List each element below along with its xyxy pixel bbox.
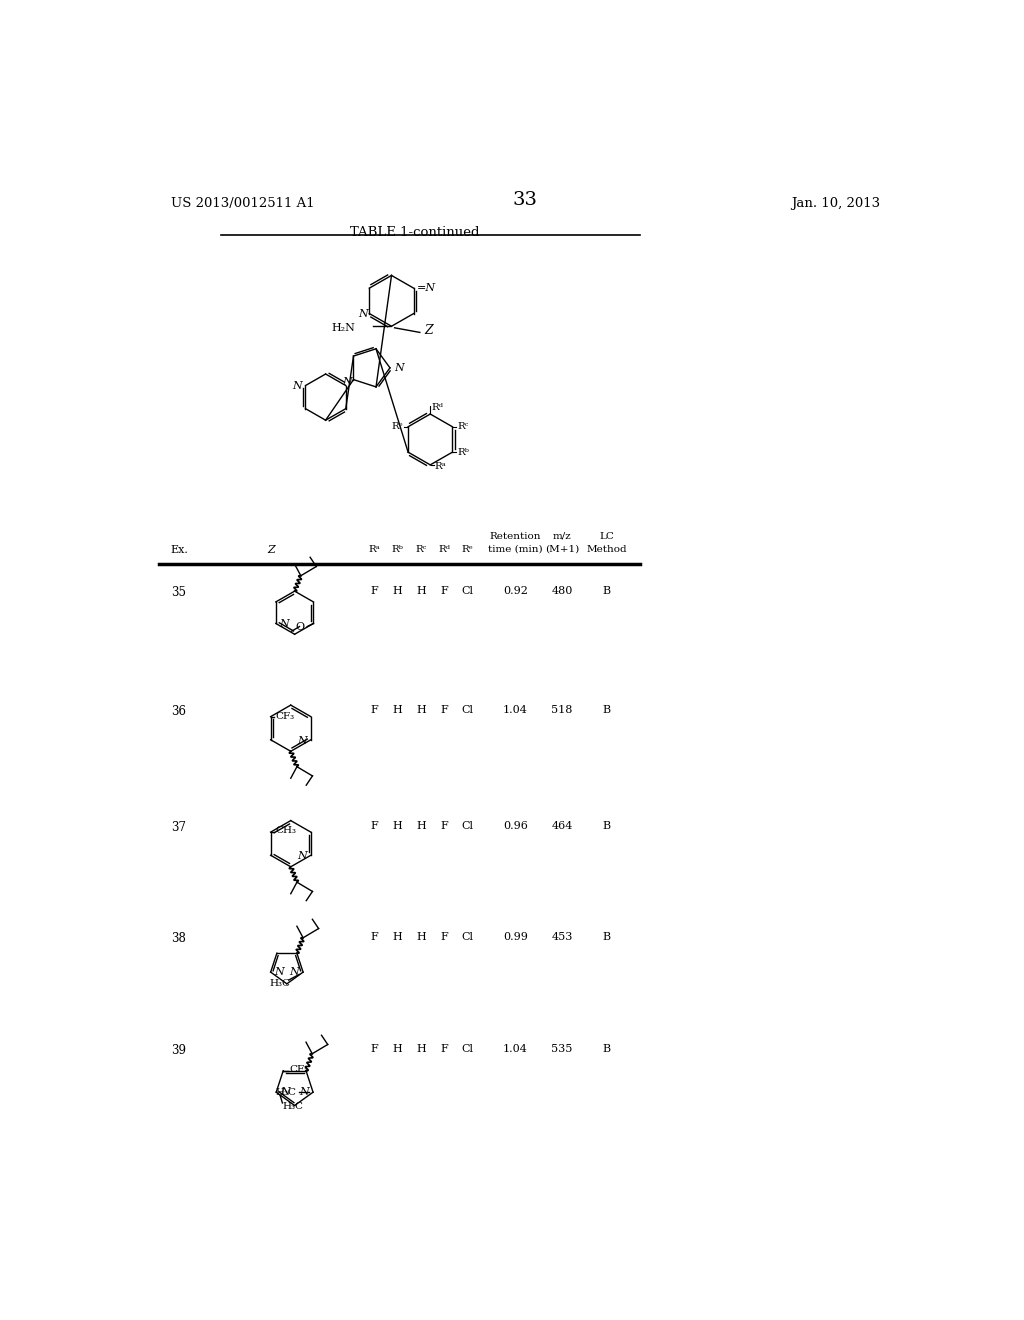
Text: 535: 535 bbox=[551, 1044, 572, 1053]
Text: N: N bbox=[292, 380, 302, 391]
Text: US 2013/0012511 A1: US 2013/0012511 A1 bbox=[171, 197, 314, 210]
Text: F: F bbox=[440, 821, 449, 830]
Text: CF₃: CF₃ bbox=[290, 1065, 308, 1073]
Text: F: F bbox=[440, 1044, 449, 1053]
Text: H: H bbox=[393, 932, 402, 942]
Text: Cl: Cl bbox=[462, 586, 473, 595]
Text: CH₃: CH₃ bbox=[275, 826, 296, 836]
Text: N: N bbox=[279, 619, 289, 630]
Text: H: H bbox=[416, 821, 426, 830]
Text: 35: 35 bbox=[171, 586, 185, 599]
Text: =N: =N bbox=[417, 284, 436, 293]
Text: Method: Method bbox=[587, 545, 628, 554]
Text: H₂N: H₂N bbox=[332, 323, 355, 333]
Text: Cl: Cl bbox=[462, 705, 473, 715]
Text: N: N bbox=[394, 363, 403, 372]
Text: H₃C: H₃C bbox=[283, 1102, 303, 1110]
Text: H: H bbox=[393, 586, 402, 595]
Text: 0.99: 0.99 bbox=[503, 932, 528, 942]
Text: LC: LC bbox=[599, 532, 614, 541]
Text: N: N bbox=[299, 1088, 309, 1097]
Text: O: O bbox=[295, 622, 304, 632]
Text: Cl: Cl bbox=[462, 932, 473, 942]
Text: Rᵉ: Rᵉ bbox=[462, 545, 473, 554]
Text: Z: Z bbox=[267, 545, 275, 554]
Text: N: N bbox=[297, 851, 307, 861]
Text: N: N bbox=[297, 735, 307, 746]
Text: Rᵈ: Rᵈ bbox=[432, 404, 443, 412]
Text: 464: 464 bbox=[551, 821, 572, 830]
Text: F: F bbox=[440, 586, 449, 595]
Text: B: B bbox=[603, 586, 611, 595]
Text: 480: 480 bbox=[551, 586, 572, 595]
Text: F: F bbox=[371, 586, 378, 595]
Text: H₃C: H₃C bbox=[269, 979, 291, 989]
Text: H: H bbox=[416, 586, 426, 595]
Text: Retention: Retention bbox=[489, 532, 542, 541]
Text: Rᵃ: Rᵃ bbox=[369, 545, 380, 554]
Text: TABLE 1-continued: TABLE 1-continued bbox=[350, 226, 479, 239]
Text: (M+1): (M+1) bbox=[545, 545, 580, 554]
Text: H: H bbox=[416, 1044, 426, 1053]
Text: Rᵇ: Rᵇ bbox=[457, 447, 469, 457]
Text: B: B bbox=[603, 821, 611, 830]
Text: Rᵉ: Rᵉ bbox=[392, 422, 403, 432]
Text: Ex.: Ex. bbox=[171, 545, 188, 554]
Text: N: N bbox=[290, 968, 299, 977]
Text: B: B bbox=[603, 932, 611, 942]
Text: Rᵇ: Rᵇ bbox=[392, 545, 403, 554]
Text: H: H bbox=[393, 821, 402, 830]
Text: 1.04: 1.04 bbox=[503, 705, 528, 715]
Text: Cl: Cl bbox=[462, 1044, 473, 1053]
Text: N: N bbox=[342, 378, 352, 387]
Text: Rᶜ: Rᶜ bbox=[416, 545, 427, 554]
Text: 39: 39 bbox=[171, 1044, 185, 1057]
Text: Jan. 10, 2013: Jan. 10, 2013 bbox=[791, 197, 880, 210]
Text: Rᵈ: Rᵈ bbox=[438, 545, 451, 554]
Text: F: F bbox=[371, 821, 378, 830]
Text: 0.96: 0.96 bbox=[503, 821, 528, 830]
Text: H: H bbox=[393, 1044, 402, 1053]
Text: Z: Z bbox=[425, 323, 433, 337]
Text: N: N bbox=[281, 1088, 290, 1097]
Text: N: N bbox=[358, 309, 368, 318]
Text: 36: 36 bbox=[171, 705, 185, 718]
Text: CF₃: CF₃ bbox=[275, 713, 294, 721]
Text: 33: 33 bbox=[512, 191, 538, 209]
Text: 38: 38 bbox=[171, 932, 185, 945]
Text: B: B bbox=[603, 1044, 611, 1053]
Text: F: F bbox=[371, 932, 378, 942]
Text: F: F bbox=[371, 1044, 378, 1053]
Text: F: F bbox=[440, 932, 449, 942]
Text: H: H bbox=[393, 705, 402, 715]
Text: Rᵃ: Rᵃ bbox=[435, 462, 446, 471]
Text: Cl: Cl bbox=[462, 821, 473, 830]
Text: B: B bbox=[603, 705, 611, 715]
Text: 1.04: 1.04 bbox=[503, 1044, 528, 1053]
Text: H₃C: H₃C bbox=[275, 1088, 296, 1097]
Text: 453: 453 bbox=[551, 932, 572, 942]
Text: m/z: m/z bbox=[553, 532, 571, 541]
Text: Rᶜ: Rᶜ bbox=[457, 422, 468, 432]
Text: 37: 37 bbox=[171, 821, 185, 834]
Text: F: F bbox=[440, 705, 449, 715]
Text: 518: 518 bbox=[551, 705, 572, 715]
Text: F: F bbox=[371, 705, 378, 715]
Text: N: N bbox=[274, 968, 285, 977]
Text: time (min): time (min) bbox=[488, 545, 543, 554]
Text: 0.92: 0.92 bbox=[503, 586, 528, 595]
Text: H: H bbox=[416, 705, 426, 715]
Text: H: H bbox=[416, 932, 426, 942]
